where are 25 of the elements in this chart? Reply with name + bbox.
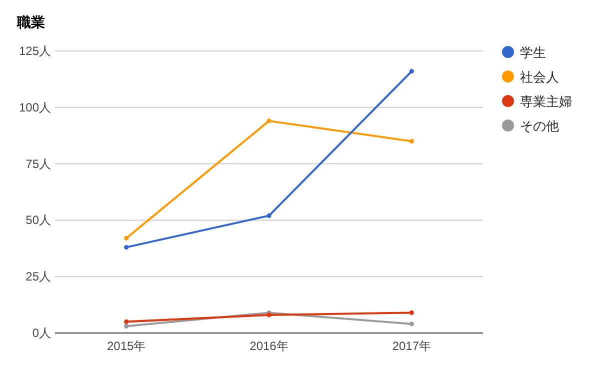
x-tick-label: 2015年	[106, 339, 146, 353]
y-tick-label: 100人	[18, 100, 51, 114]
legend-label: その他	[520, 118, 559, 134]
legend-label: 専業主婦	[520, 94, 572, 109]
point	[124, 244, 129, 250]
y-tick-label: 0人	[32, 326, 51, 340]
point	[266, 118, 272, 124]
point	[124, 319, 129, 324]
y-tick-label: 50人	[26, 213, 51, 228]
y-tick-label: 25人	[26, 270, 51, 284]
point	[409, 69, 414, 74]
x-tick-label: 2017年	[392, 339, 432, 353]
x-tick-label: 2016年	[250, 339, 288, 353]
point	[124, 236, 129, 241]
legend-label: 社会人	[520, 70, 559, 84]
point	[409, 310, 414, 315]
point	[409, 138, 414, 144]
point	[409, 322, 414, 326]
y-tick-label: 75人	[26, 156, 51, 171]
point	[266, 312, 272, 318]
point	[124, 324, 129, 329]
point	[266, 213, 272, 218]
y-tick-label: 125人	[18, 44, 51, 58]
chart-title: 職業	[16, 14, 45, 30]
legend-label: 学生	[520, 45, 546, 60]
